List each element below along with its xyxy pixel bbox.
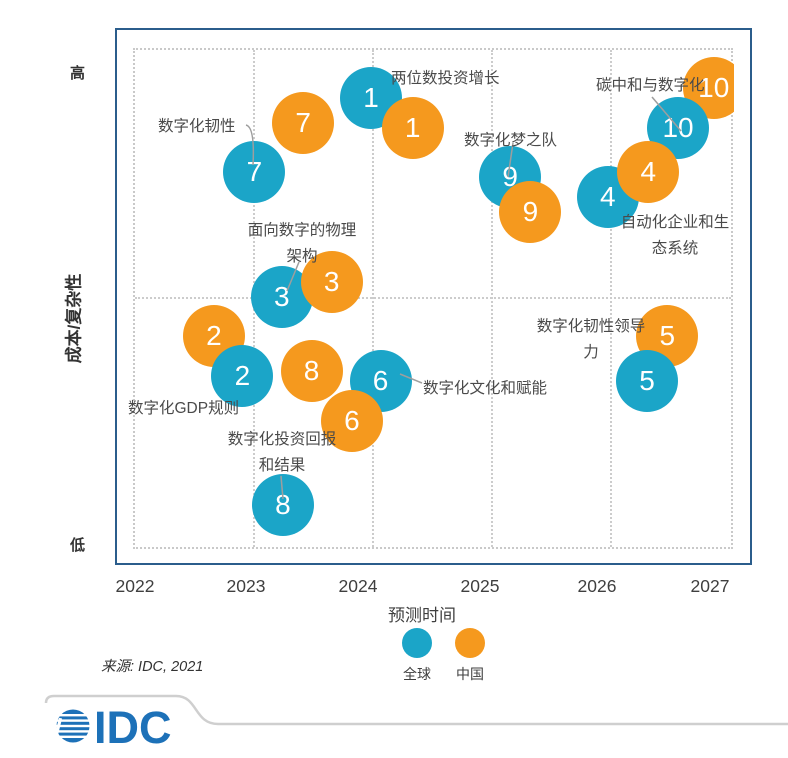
- x-tick-2024: 2024: [338, 576, 378, 596]
- leader-line-8: [280, 475, 284, 500]
- bubble-china-9: 9: [499, 181, 562, 243]
- x-tick-2023: 2023: [226, 576, 266, 596]
- bubble-label-3: 面向数字的物理架构: [247, 222, 357, 265]
- leader-line-9: [507, 142, 514, 178]
- leader-line-10: [651, 96, 682, 132]
- bubble-label-4: 自动化企业和生态系统: [620, 214, 730, 257]
- x-tick-2026: 2026: [577, 576, 617, 596]
- y-axis-low-label: 低: [70, 537, 86, 554]
- bubble-global-1: 1: [340, 66, 402, 129]
- bubble-china-6: 6: [320, 389, 383, 452]
- leader-line-7: [245, 124, 255, 166]
- bubble-label-8: 数字化投资回报和结果: [227, 431, 337, 474]
- bubble-label-6: 数字化文化和赋能: [423, 380, 548, 397]
- bubble-label-7: 数字化韧性: [158, 118, 236, 135]
- bubble-china-7: 7: [272, 91, 335, 154]
- idc-globe-icon: [54, 709, 92, 743]
- bubble-china-1: 1: [381, 96, 444, 159]
- bubble-label-1: 两位数投资增长: [391, 70, 500, 87]
- leader-line-6: [399, 373, 423, 384]
- bubble-global-8: 8: [251, 474, 314, 537]
- bubble-label-2: 数字化GDP规则: [128, 400, 240, 417]
- bubble-china-4: 4: [617, 141, 680, 204]
- bubble-global-2: 2: [211, 345, 274, 408]
- bubble-china-3: 3: [300, 250, 363, 313]
- bubble-label-5: 数字化韧性领导力: [536, 318, 646, 361]
- gridline-mid: [135, 297, 731, 299]
- legend-dot-global: [402, 628, 432, 658]
- y-axis-high-label: 高: [70, 65, 86, 82]
- bubble-layer: 10 10 4 4 1 1 7 7 3 3 2 2 8 6 6 9 9 5 5 8: [133, 48, 734, 545]
- legend-label-global: 全球: [403, 666, 431, 682]
- idc-logo-text: IDC: [94, 702, 172, 753]
- x-tick-2027: 2027: [690, 576, 730, 596]
- bubble-global-5: 5: [616, 349, 679, 412]
- legend-label-china: 中国: [456, 666, 484, 682]
- bubble-label-9: 数字化梦之队: [464, 132, 558, 149]
- bubble-china-8: 8: [280, 340, 343, 403]
- legend-dot-china: [455, 628, 485, 658]
- chart-frame: [115, 28, 752, 565]
- source-note: 来源: IDC, 2021: [101, 659, 204, 675]
- idc-logo: IDC: [54, 705, 194, 750]
- leader-line-3: [286, 261, 300, 292]
- x-tick-2025: 2025: [460, 576, 500, 596]
- bubble-label-10: 碳中和与数字化: [596, 77, 705, 94]
- x-axis-title: 预测时间: [388, 606, 456, 625]
- bubble-global-7: 7: [223, 141, 286, 204]
- x-tick-2022: 2022: [115, 576, 155, 596]
